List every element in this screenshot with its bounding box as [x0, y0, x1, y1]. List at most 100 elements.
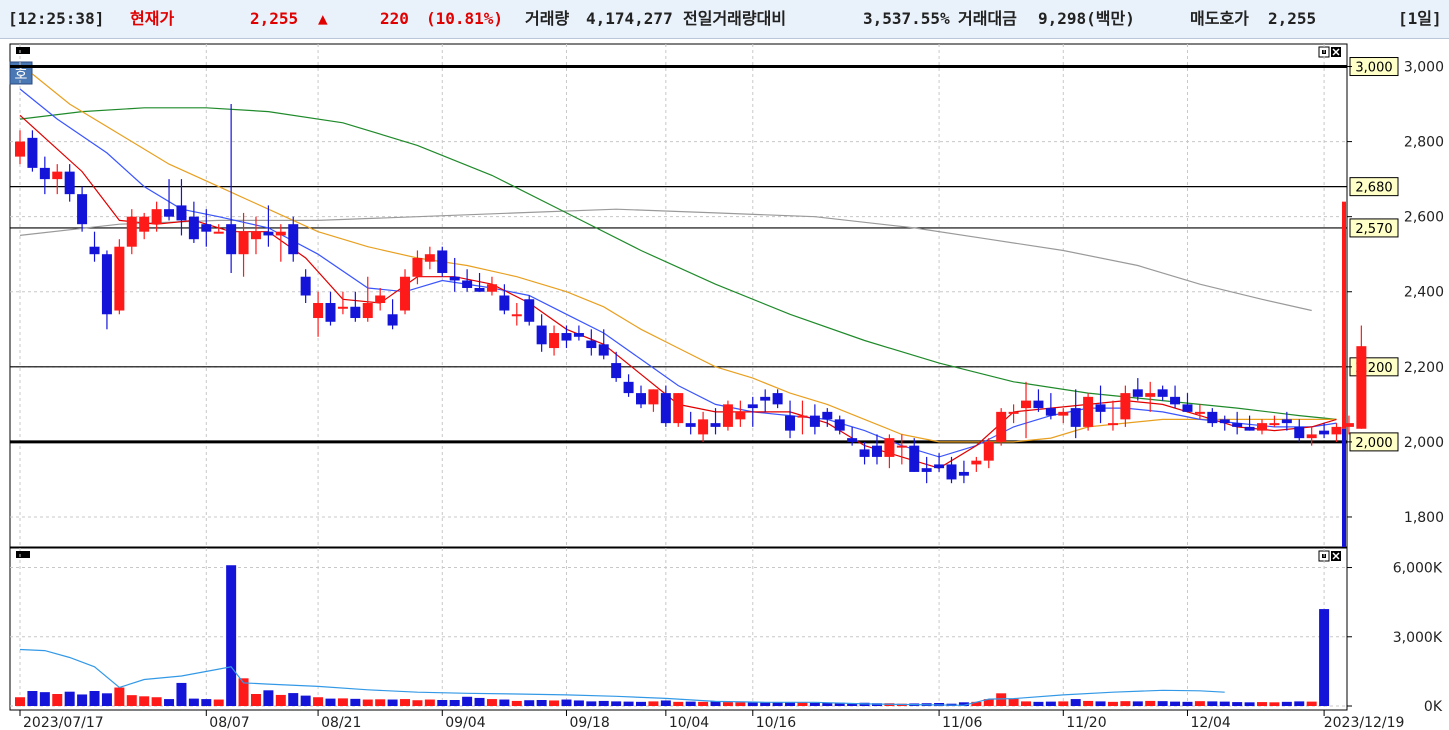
volume-bar — [573, 700, 584, 706]
reference-line-label: 3,000 — [1355, 61, 1392, 76]
volume-bar — [1306, 701, 1317, 706]
candle — [772, 389, 783, 409]
volume-bar — [1095, 701, 1106, 706]
volume-bar — [499, 699, 510, 706]
candle-body — [710, 423, 721, 427]
ma10-line — [19, 88, 1337, 458]
candle-body — [151, 209, 162, 225]
candle-body — [673, 393, 684, 424]
volume-bar — [400, 699, 411, 706]
volume-bar — [1281, 701, 1292, 706]
candle — [126, 209, 137, 255]
volume-bar — [511, 700, 522, 706]
candle-body — [797, 415, 808, 418]
candle — [27, 130, 38, 172]
candle — [611, 351, 622, 382]
panel-handle-icon[interactable] — [16, 47, 30, 54]
volume-bar — [1182, 701, 1193, 706]
candle — [871, 434, 882, 465]
candle-body — [934, 464, 945, 469]
volume-bar — [325, 698, 336, 706]
candle — [958, 460, 969, 484]
candle-body — [77, 194, 88, 225]
volume-bar — [847, 703, 858, 706]
candle-body — [660, 393, 671, 424]
volume-bar — [486, 699, 497, 706]
volume-bar — [350, 698, 361, 706]
price-tick-label: 2,200 — [1404, 360, 1444, 376]
candle-body — [1170, 396, 1181, 405]
candle — [275, 224, 286, 262]
price-tick-label: 2,400 — [1404, 285, 1444, 301]
volume-bar — [52, 694, 63, 706]
candle — [486, 276, 497, 296]
volume-ma-line — [19, 648, 1225, 706]
volume-bar — [201, 699, 212, 706]
volume-bar — [1021, 701, 1032, 706]
panel-handle-icon[interactable] — [16, 551, 30, 558]
candle — [735, 400, 746, 427]
candle-body — [1331, 426, 1342, 435]
volume-bar — [1045, 701, 1056, 706]
time-tick-label: 11/06 — [942, 715, 982, 730]
price-panel[interactable] — [9, 43, 1348, 548]
candle-body — [735, 411, 746, 420]
close-icon[interactable] — [1331, 551, 1341, 561]
candle — [1306, 426, 1317, 446]
candle — [1021, 381, 1032, 439]
volume-bar — [213, 699, 224, 706]
close-icon[interactable] — [1331, 47, 1341, 57]
candle — [1331, 423, 1342, 442]
candle — [909, 438, 920, 472]
volume-bar — [561, 699, 572, 706]
candle — [1294, 419, 1305, 442]
candle — [176, 179, 187, 236]
reference-line-tag — [1349, 218, 1399, 238]
period-selector[interactable]: [1일] — [1398, 9, 1442, 28]
time-tick-label: 08/21 — [321, 715, 361, 730]
candle-body — [1244, 426, 1255, 431]
candle-body — [474, 287, 485, 292]
volume-bar — [735, 702, 746, 706]
volume-bar — [958, 702, 969, 706]
price-change-pct: (10.81%) — [426, 9, 504, 28]
price-change: 220 — [380, 9, 409, 28]
candle — [598, 329, 609, 360]
candle-body — [524, 299, 535, 322]
candle-body — [449, 276, 460, 281]
candle — [1194, 404, 1205, 420]
candle-body — [536, 325, 547, 345]
candle — [1145, 381, 1156, 412]
candle-body — [350, 306, 361, 319]
candle — [1356, 325, 1367, 429]
candle-body — [1157, 389, 1168, 397]
candle-body — [1207, 411, 1218, 424]
price-tick-label: 3,000 — [1404, 60, 1444, 76]
candle-body — [1343, 423, 1354, 427]
candle — [660, 385, 671, 427]
candle-body — [1281, 419, 1292, 424]
volume-bar — [15, 697, 25, 706]
candle-body — [859, 449, 870, 457]
day-range-marker — [1342, 428, 1346, 547]
volume-bar — [772, 702, 783, 706]
candle-body — [996, 411, 1007, 442]
volume-bar — [164, 699, 175, 706]
candle-body — [1045, 408, 1056, 416]
volume-bar — [114, 687, 125, 706]
volume-bar — [785, 702, 796, 706]
candle — [859, 441, 870, 465]
volume-panel[interactable] — [9, 547, 1348, 711]
volume-bar — [611, 701, 622, 706]
volume-bar — [337, 698, 348, 706]
candle-body — [1257, 423, 1267, 431]
candle — [747, 396, 758, 427]
candle — [39, 156, 50, 195]
candle — [188, 201, 199, 243]
candle — [1219, 415, 1230, 431]
time-tick-label: 08/07 — [209, 715, 249, 730]
volume-bar — [536, 700, 547, 706]
time-tick-label: 10/16 — [756, 715, 796, 730]
candle — [213, 224, 224, 234]
